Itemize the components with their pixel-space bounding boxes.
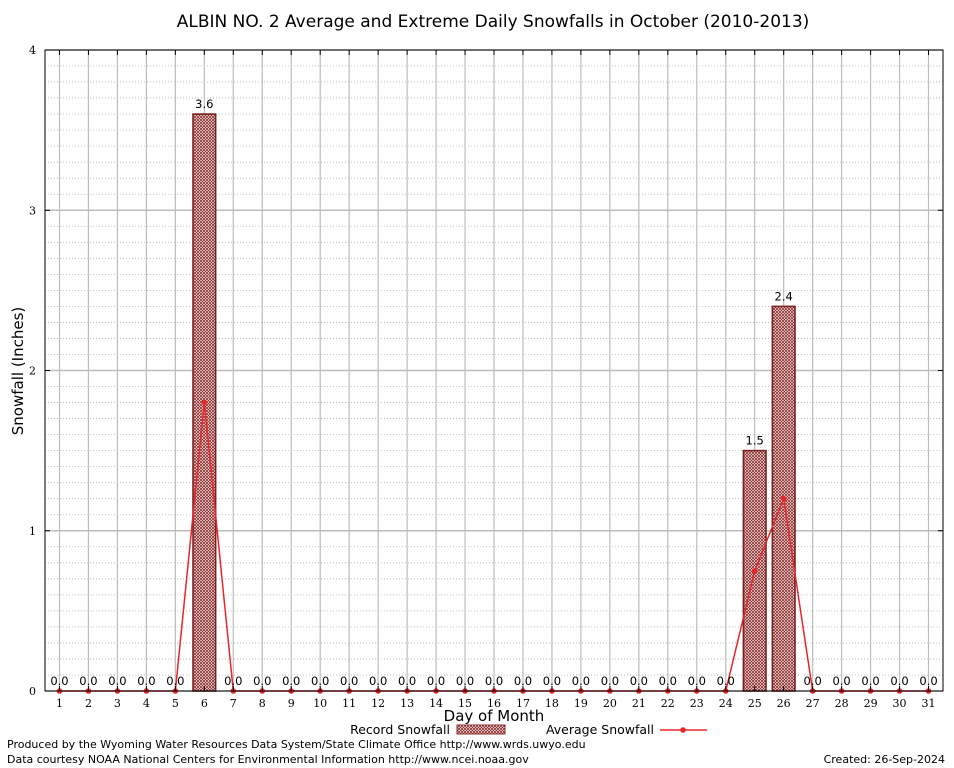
x-tick-label: 13 — [400, 697, 414, 710]
record-data-label: 0.0 — [50, 674, 68, 688]
x-tick-label: 6 — [201, 697, 208, 710]
x-tick-label: 8 — [259, 697, 266, 710]
x-tick-label: 9 — [288, 697, 295, 710]
record-data-label: 0.0 — [340, 674, 358, 688]
x-tick-label: 17 — [516, 697, 530, 710]
footer-created: Created: 26-Sep-2024 — [823, 753, 945, 766]
average-point — [751, 568, 758, 574]
record-data-label: 0.0 — [630, 674, 648, 688]
record-data-label: 0.0 — [890, 674, 908, 688]
record-data-label: 0.0 — [79, 674, 97, 688]
legend-average-marker — [680, 727, 686, 733]
record-data-label: 2.4 — [775, 289, 793, 303]
footer-produced-by: Produced by the Wyoming Water Resources … — [7, 738, 586, 751]
x-tick-label: 5 — [172, 697, 179, 710]
record-data-label: 0.0 — [543, 674, 561, 688]
record-data-label: 0.0 — [601, 674, 619, 688]
data-labels: 0.0 0.0 0.0 0.0 0.0 3.6 0.0 0.0 0.0 0.0 0.0 0.0 0.0 0… — [50, 97, 937, 688]
x-tick-label: 2 — [85, 697, 92, 710]
record-data-label: 0.0 — [919, 674, 937, 688]
record-data-label: 0.0 — [861, 674, 879, 688]
x-tick-label: 24 — [719, 697, 733, 710]
x-tick-label: 30 — [893, 697, 907, 710]
record-data-label: 0.0 — [108, 674, 126, 688]
legend-record-label: Record Snowfall — [350, 722, 450, 737]
x-tick-label: 16 — [487, 697, 501, 710]
legend-average-label: Average Snowfall — [546, 722, 654, 737]
x-tick-label: 15 — [458, 697, 472, 710]
x-tick-label: 3 — [114, 697, 121, 710]
record-data-label: 0.0 — [514, 674, 532, 688]
x-tick-label: 31 — [922, 697, 936, 710]
chart-title: ALBIN NO. 2 Average and Extreme Daily Sn… — [177, 12, 810, 32]
x-tick-label: 28 — [835, 697, 849, 710]
footer-data-courtesy: Data courtesy NOAA National Centers for … — [7, 753, 529, 766]
record-data-label: 1.5 — [746, 434, 764, 448]
x-tick-label: 21 — [632, 697, 646, 710]
average-point — [201, 399, 208, 406]
record-data-label: 0.0 — [456, 674, 474, 688]
record-data-label: 3.6 — [195, 97, 213, 111]
record-data-label: 0.0 — [659, 674, 677, 688]
record-data-label: 0.0 — [485, 674, 503, 688]
record-data-label: 0.0 — [166, 674, 184, 688]
x-tick-label: 25 — [748, 697, 762, 710]
x-tick-label: 18 — [545, 697, 559, 710]
x-tick-label: 20 — [603, 697, 617, 710]
x-tick-label: 12 — [371, 697, 385, 710]
x-tick-label: 7 — [230, 697, 237, 710]
y-tick-label: 3 — [29, 204, 36, 217]
grid — [45, 49, 943, 692]
record-data-label: 0.0 — [572, 674, 590, 688]
record-data-label: 0.0 — [398, 674, 416, 688]
record-data-label: 0.0 — [137, 674, 155, 688]
x-tick-label: 10 — [313, 697, 327, 710]
record-data-label: 0.0 — [427, 674, 445, 688]
x-tick-label: 11 — [342, 697, 356, 710]
legend: Record Snowfall Average Snowfall — [350, 722, 707, 737]
x-tick-label: 4 — [143, 697, 150, 710]
x-tick-label: 14 — [429, 697, 443, 710]
record-data-label: 0.0 — [832, 674, 850, 688]
x-tick-label: 27 — [806, 697, 820, 710]
legend-record-swatch — [456, 724, 506, 735]
x-tick-label: 19 — [574, 697, 588, 710]
x-tick-label: 1 — [56, 697, 63, 710]
record-data-label: 0.0 — [311, 674, 329, 688]
record-data-label: 0.0 — [717, 674, 735, 688]
record-data-label: 0.0 — [688, 674, 706, 688]
y-axis-label: Snowfall (Inches) — [9, 307, 27, 435]
y-tick-label: 4 — [29, 44, 36, 57]
record-data-label: 0.0 — [282, 674, 300, 688]
x-tick-label: 29 — [864, 697, 878, 710]
y-tick-label: 0 — [29, 685, 36, 698]
record-data-label: 0.0 — [224, 674, 242, 688]
average-point — [780, 495, 787, 502]
record-data-label: 0.0 — [369, 674, 387, 688]
x-tick-label: 23 — [690, 697, 704, 710]
x-axis-label: Day of Month — [444, 707, 545, 725]
y-tick-label: 1 — [29, 525, 36, 538]
x-tick-label: 26 — [777, 697, 791, 710]
x-tick-label: 22 — [661, 697, 675, 710]
record-data-label: 0.0 — [803, 674, 821, 688]
record-data-label: 0.0 — [253, 674, 271, 688]
y-tick-label: 2 — [29, 365, 36, 378]
